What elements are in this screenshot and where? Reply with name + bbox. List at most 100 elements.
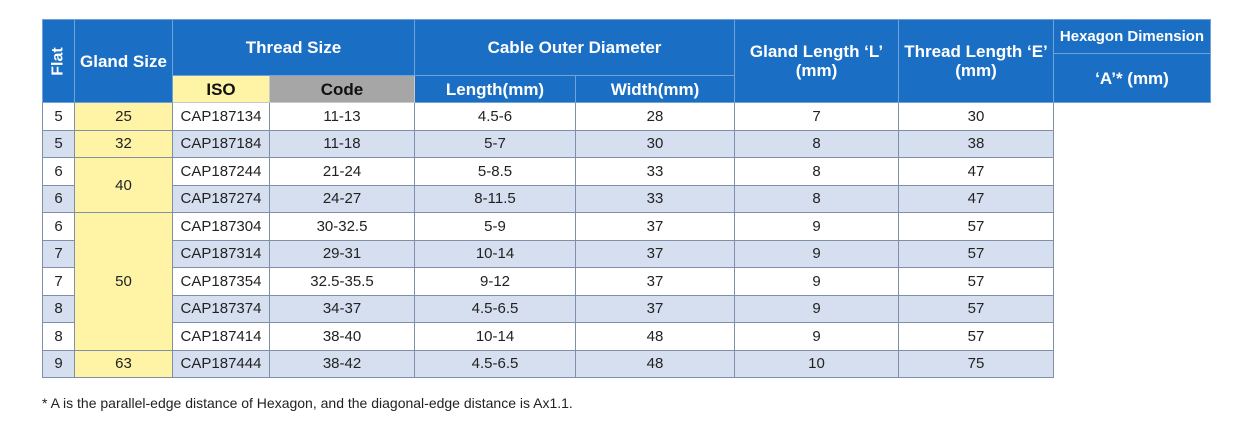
code-cell: CAP187444 [172,349,270,378]
thread-length-header: Thread Length ‘E’ (mm) [898,19,1054,103]
hex-dimension-cell: 30 [898,102,1054,131]
width-cell: 4.5-6 [414,102,576,131]
spec-table-wrapper: Flat Gland Size Thread Size Cable Outer … [42,19,1211,378]
gland-size-cell: 8 [42,322,75,351]
gland-length-cell: 30 [575,129,735,158]
hex-dimension-cell: 57 [898,239,1054,268]
width-cell: 5-9 [414,212,576,241]
hexagon-dimension-header: Hexagon Dimension [1053,19,1211,54]
gland-size-cell: 6 [42,157,75,186]
gland-length-cell: 33 [575,157,735,186]
code-cell: CAP187374 [172,294,270,323]
hex-dimension-cell: 57 [898,322,1054,351]
width-cell: 5-8.5 [414,157,576,186]
cable-gland-spec-table: Flat Gland Size Thread Size Cable Outer … [42,19,1211,378]
iso-cell: 32 [74,129,173,158]
table-row: 6 50 CAP187304 30-32.5 5-9 37 9 57 [42,212,1211,351]
thread-size-header: Thread Size [172,19,415,76]
gland-length-cell: 37 [575,294,735,323]
hex-dimension-cell: 57 [898,212,1054,241]
code-cell: CAP187134 [172,102,270,131]
code-cell: CAP187414 [172,322,270,351]
length-cell: 34-37 [269,294,415,323]
iso-cell: 25 [74,102,173,131]
table-row: 8 CAP187374 34-37 4.5-6.5 37 9 57 [42,294,1211,323]
code-cell: CAP187274 [172,184,270,213]
width-cell: 5-7 [414,129,576,158]
flat-side-header: Flat [42,19,75,103]
gland-size-cell: 9 [42,349,75,378]
width-cell: 8-11.5 [414,184,576,213]
table-row: 6 40 CAP187244 21-24 5-8.5 33 8 47 [42,157,1211,213]
gland-length-cell: 48 [575,322,735,351]
gland-length-cell: 48 [575,349,735,378]
gland-length-cell: 37 [575,239,735,268]
thread-length-cell: 9 [734,239,899,268]
width-cell: 4.5-6.5 [414,294,576,323]
length-cell: 32.5-35.5 [269,267,415,296]
code-subheader: Code [269,75,415,103]
hex-dimension-cell: 47 [898,184,1054,213]
gland-size-cell: 7 [42,239,75,268]
gland-length-cell: 37 [575,212,735,241]
iso-cell: 50 [74,212,173,351]
thread-length-cell: 8 [734,184,899,213]
width-cell: 10-14 [414,322,576,351]
code-cell: CAP187304 [172,212,270,241]
length-cell: 21-24 [269,157,415,186]
code-cell: CAP187354 [172,267,270,296]
hex-dimension-cell: 47 [898,157,1054,186]
table-row: 6 CAP187274 24-27 8-11.5 33 8 47 [42,184,1211,213]
width-subheader: Width(mm) [575,75,735,103]
length-cell: 29-31 [269,239,415,268]
thread-length-cell: 8 [734,129,899,158]
table-row: 5 32 CAP187184 11-18 5-7 30 8 38 [42,129,1211,158]
code-cell: CAP187314 [172,239,270,268]
gland-size-cell: 6 [42,184,75,213]
code-cell: CAP187244 [172,157,270,186]
length-cell: 30-32.5 [269,212,415,241]
iso-cell: 63 [74,349,173,378]
hexagon-a-header: ‘A’* (mm) [1053,53,1211,103]
thread-length-cell: 9 [734,322,899,351]
thread-length-cell: 7 [734,102,899,131]
length-cell: 38-40 [269,322,415,351]
hex-dimension-cell: 75 [898,349,1054,378]
length-cell: 11-18 [269,129,415,158]
gland-size-cell: 5 [42,129,75,158]
iso-subheader: ISO [172,75,270,103]
length-cell: 24-27 [269,184,415,213]
gland-size-cell: 6 [42,212,75,241]
iso-cell: 40 [74,157,173,213]
thread-length-cell: 9 [734,267,899,296]
hex-dimension-cell: 38 [898,129,1054,158]
footnote: * A is the parallel-edge distance of Hex… [42,395,573,411]
hex-dimension-cell: 57 [898,267,1054,296]
cable-outer-diameter-header: Cable Outer Diameter [414,19,735,76]
length-cell: 38-42 [269,349,415,378]
gland-length-cell: 28 [575,102,735,131]
table-row: 5 25 CAP187134 11-13 4.5-6 28 7 30 [42,102,1211,131]
gland-length-header: Gland Length ‘L’ (mm) [734,19,899,103]
length-subheader: Length(mm) [414,75,576,103]
thread-length-cell: 10 [734,349,899,378]
width-cell: 10-14 [414,239,576,268]
gland-size-cell: 5 [42,102,75,131]
flat-label: Flat [49,47,67,76]
gland-length-cell: 37 [575,267,735,296]
table-row: 9 63 CAP187444 38-42 4.5-6.5 48 10 75 [42,349,1211,378]
thread-length-cell: 8 [734,157,899,186]
table-row: 7 CAP187314 29-31 10-14 37 9 57 [42,239,1211,268]
thread-length-cell: 9 [734,212,899,241]
gland-size-cell: 7 [42,267,75,296]
code-cell: CAP187184 [172,129,270,158]
thread-length-cell: 9 [734,294,899,323]
width-cell: 9-12 [414,267,576,296]
gland-size-header: Gland Size [74,19,173,103]
hex-dimension-cell: 57 [898,294,1054,323]
table-row: 7 CAP187354 32.5-35.5 9-12 37 9 57 [42,267,1211,296]
table-row: 8 CAP187414 38-40 10-14 48 9 57 [42,322,1211,351]
gland-size-cell: 8 [42,294,75,323]
length-cell: 11-13 [269,102,415,131]
gland-length-cell: 33 [575,184,735,213]
